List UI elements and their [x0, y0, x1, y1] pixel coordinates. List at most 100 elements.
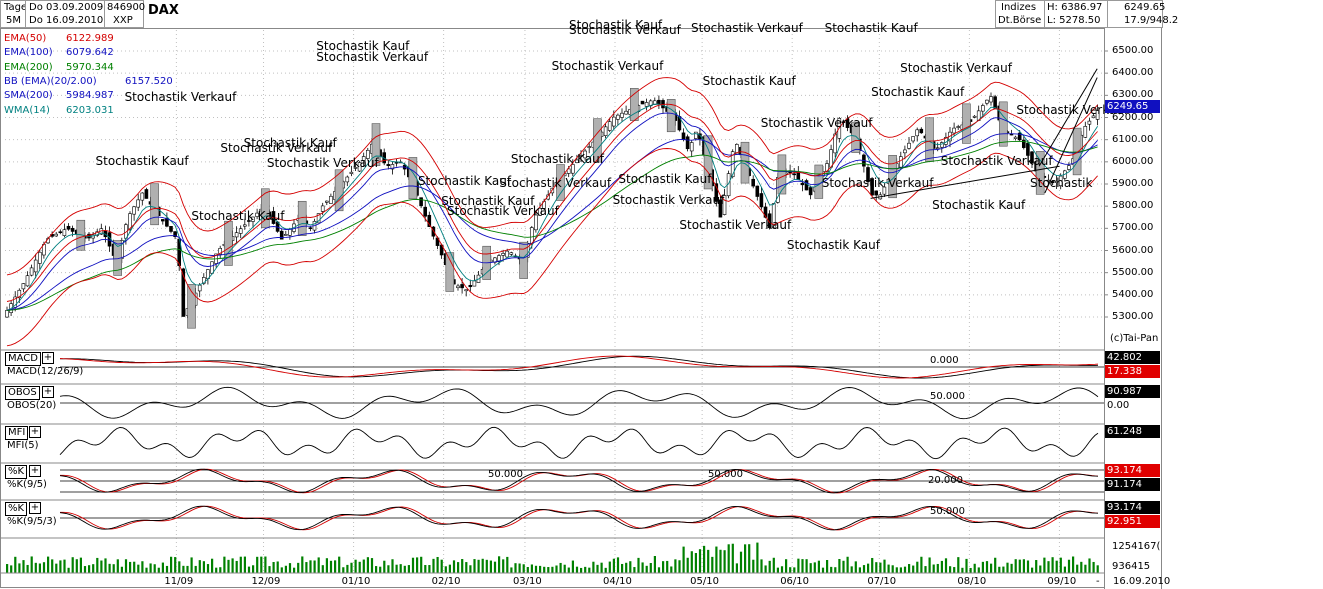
- signal-annotation: Stochastik Verkauf: [447, 203, 559, 218]
- candle-body: [357, 162, 362, 172]
- candle-body: [33, 259, 38, 273]
- volume-bar: [178, 561, 181, 573]
- volume-bar: [399, 564, 402, 573]
- volume-bar: [149, 563, 152, 573]
- volume-bar: [1006, 562, 1009, 573]
- volume-bar: [662, 561, 665, 573]
- time-tick-label: 04/10: [603, 576, 632, 587]
- candle-body: [329, 195, 333, 204]
- candle-body: [866, 167, 870, 183]
- candle-body: [611, 116, 616, 127]
- volume-bar: [34, 562, 37, 573]
- volume-bar: [1063, 566, 1066, 573]
- candle: [1013, 135, 1018, 141]
- volume-bar: [862, 565, 866, 573]
- candle: [357, 161, 362, 172]
- volume-bar: [826, 560, 829, 573]
- signal-annotation: Stochastik Verkauf: [940, 153, 1053, 168]
- volume-bar: [440, 559, 443, 573]
- candle-body: [644, 102, 649, 107]
- candle: [210, 261, 214, 275]
- expand-icon[interactable]: +: [29, 502, 41, 514]
- candle-body: [911, 136, 915, 142]
- indicator-entry[interactable]: SMA(200) 5984.987: [4, 90, 114, 101]
- volume-bar: [1059, 557, 1062, 573]
- candle-body: [956, 126, 961, 128]
- symbol-box[interactable]: 846900 XXP: [104, 0, 146, 28]
- candle-body: [603, 126, 608, 136]
- candle-body: [800, 182, 805, 186]
- wkn: 846900: [107, 2, 146, 13]
- highlight-bar: [187, 284, 196, 329]
- candle-body: [70, 228, 75, 232]
- volume-bar: [944, 558, 948, 573]
- expand-icon[interactable]: +: [42, 386, 54, 398]
- date-range-box[interactable]: Do 03.09.2009 Do 16.09.2010: [25, 0, 105, 28]
- volume-bar: [284, 565, 287, 573]
- volume-bar: [563, 564, 566, 573]
- candle: [808, 185, 813, 200]
- trendline: [1038, 68, 1098, 167]
- chart-frame: Tage 5M Do 03.09.2009 Do 16.09.2010 8469…: [0, 0, 1178, 587]
- trendline: [1044, 77, 1098, 194]
- volume-bar: [1031, 567, 1034, 573]
- volume-bar: [452, 560, 456, 573]
- panel-toggle-button[interactable]: MFI: [5, 426, 29, 440]
- volume-bar: [104, 558, 107, 573]
- volume-bar: [1047, 561, 1050, 573]
- panel-toggle-button[interactable]: %K: [5, 502, 28, 516]
- expand-icon[interactable]: +: [29, 426, 41, 438]
- volume-bar: [313, 560, 316, 573]
- indicator-entry[interactable]: EMA(50) 6122.989: [4, 33, 114, 44]
- candle-body: [751, 178, 756, 187]
- indicator-entry[interactable]: EMA(200) 5970.344: [4, 62, 114, 73]
- volume-bar: [953, 567, 956, 573]
- candle-body: [144, 189, 149, 199]
- candle-body: [456, 285, 460, 289]
- signal-annotation: Stochastik Verkauf: [220, 140, 333, 155]
- panel-toggle-button[interactable]: MACD: [5, 352, 41, 366]
- candle: [283, 230, 288, 236]
- volume-bar: [498, 556, 501, 573]
- volume-bar: [653, 556, 656, 573]
- volume-bar: [174, 557, 177, 573]
- candle: [165, 212, 169, 228]
- indicator-entry[interactable]: BB (EMA)(20/2.00) 6157.520: [4, 76, 173, 87]
- indicator-name: EMA(50): [4, 33, 47, 44]
- volume-bar: [108, 563, 111, 573]
- volume-bar: [649, 563, 652, 573]
- signal-annotation: Stochastik Kauf: [569, 17, 663, 32]
- volume-bar: [506, 556, 509, 573]
- symbol-title: DAX: [148, 3, 179, 18]
- expand-icon[interactable]: +: [42, 352, 54, 364]
- candle-body: [882, 186, 887, 195]
- signal-annotation: Stochastik Kauf: [95, 153, 189, 168]
- expand-icon[interactable]: +: [29, 465, 41, 477]
- candle-body: [640, 100, 645, 105]
- panel-value-box: 93.174: [1105, 501, 1160, 514]
- candle-body: [570, 164, 575, 174]
- candle-body: [17, 289, 22, 299]
- candle-body: [386, 164, 391, 166]
- indicator-entry[interactable]: WMA(14) 6203.031: [4, 105, 114, 116]
- volume-bar: [231, 558, 234, 573]
- candle: [1091, 113, 1096, 119]
- volume-bar: [559, 562, 562, 573]
- volume-bar: [481, 558, 484, 573]
- panel-toggle-button[interactable]: OBOS: [5, 386, 40, 400]
- volume-bar: [920, 556, 923, 573]
- candle: [234, 226, 239, 243]
- panel-toggle-button[interactable]: %K: [5, 465, 28, 479]
- period-box[interactable]: Tage 5M: [0, 0, 27, 28]
- candle-body: [939, 142, 944, 148]
- time-tick-label: 03/10: [512, 576, 542, 587]
- volume-bar: [625, 562, 628, 573]
- candle: [58, 229, 63, 235]
- price-tick-label: 5400.00: [1112, 288, 1154, 300]
- panel-value-box: 92.951: [1105, 515, 1160, 528]
- volume-bar: [47, 556, 50, 573]
- indicator-entry[interactable]: EMA(100) 6079.642: [4, 47, 114, 58]
- market-type: Indizes: [1001, 2, 1037, 13]
- panel-label: MACD(12/26/9): [7, 366, 84, 377]
